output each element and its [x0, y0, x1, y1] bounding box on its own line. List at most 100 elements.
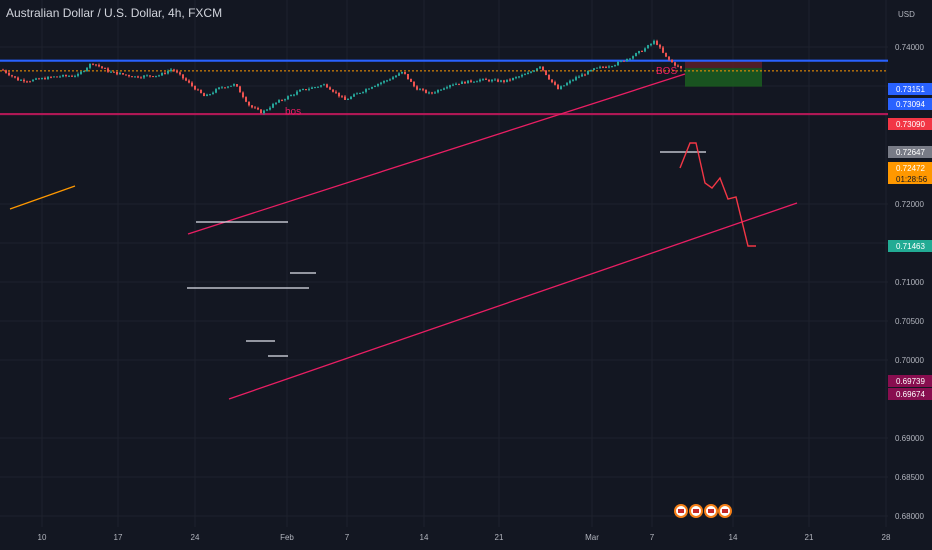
- candle-body: [296, 91, 298, 95]
- candle-body: [653, 40, 655, 44]
- candle-body: [383, 80, 385, 83]
- candle-body: [536, 68, 538, 71]
- candle-body: [290, 94, 292, 97]
- price-label-text: 0.73151: [896, 85, 925, 94]
- candle-body: [404, 71, 406, 74]
- candle-body: [620, 60, 622, 62]
- candle-body: [431, 92, 433, 94]
- candle-body: [392, 77, 394, 80]
- candle-body: [668, 56, 670, 60]
- candle-body: [83, 70, 85, 72]
- candle-body: [521, 74, 523, 77]
- candle-body: [14, 76, 16, 78]
- candle-body: [575, 77, 577, 80]
- candle-body: [23, 79, 25, 82]
- price-label-text: 0.71463: [896, 242, 925, 251]
- candle-body: [434, 92, 436, 94]
- symbol-title: Australian Dollar / U.S. Dollar, 4h, FXC…: [6, 6, 223, 20]
- y-tick-label: 0.70000: [895, 356, 924, 365]
- candle-body: [89, 63, 91, 68]
- candle-body: [224, 87, 226, 89]
- candle-body: [47, 76, 49, 80]
- candle-body: [95, 64, 97, 66]
- channel-upper-line: [187, 73, 686, 235]
- candle-body: [194, 85, 196, 90]
- candle-body: [599, 66, 601, 68]
- candle-body: [596, 67, 598, 69]
- candle-body: [191, 82, 193, 86]
- candle-body: [332, 89, 334, 92]
- candle-body: [260, 109, 262, 114]
- x-tick-label: 17: [114, 533, 123, 542]
- candle-body: [257, 108, 259, 110]
- candle-body: [236, 84, 238, 87]
- price-label-box: [888, 83, 932, 95]
- candle-body: [113, 71, 115, 73]
- candle-body: [503, 80, 505, 82]
- candle-body: [197, 89, 199, 91]
- candle-body: [497, 79, 499, 82]
- candle-body: [650, 43, 652, 46]
- candle-body: [146, 75, 148, 77]
- candle-body: [542, 66, 544, 71]
- candle-body: [188, 80, 190, 83]
- candle-body: [92, 63, 94, 65]
- candle-body: [245, 97, 247, 102]
- candle-body: [5, 70, 7, 73]
- price-label-box: [888, 375, 932, 387]
- candle-body: [395, 75, 397, 78]
- candle-body: [263, 110, 265, 114]
- candle-body: [326, 84, 328, 88]
- candle-body: [545, 70, 547, 75]
- candle-body: [173, 69, 175, 71]
- candle-body: [71, 75, 73, 77]
- candle-body: [311, 87, 313, 89]
- candle-body: [227, 86, 229, 88]
- x-tick-label: Feb: [280, 533, 294, 542]
- x-tick-label: 21: [495, 533, 504, 542]
- economic-events[interactable]: [674, 504, 732, 518]
- candle-body: [461, 81, 463, 85]
- candle-body: [104, 67, 106, 69]
- candle-body: [212, 92, 214, 95]
- price-axis[interactable]: 0.740000.735000.720000.715000.710000.705…: [888, 43, 932, 521]
- candle-body: [248, 101, 250, 106]
- candle-body: [389, 79, 391, 81]
- time-axis[interactable]: 10 17 24 Feb 7 14 21 Mar 7 14 21 28: [38, 533, 891, 542]
- candle-body: [317, 86, 319, 88]
- candle-body: [320, 85, 322, 87]
- candle-body: [473, 81, 475, 83]
- candle-body: [215, 89, 217, 93]
- candle-body: [251, 105, 253, 108]
- candle-body: [152, 76, 154, 78]
- candle-body: [62, 75, 64, 77]
- candle-body: [491, 79, 493, 82]
- candle-body: [38, 78, 40, 80]
- candle-body: [593, 68, 595, 71]
- price-label-text: 0.73090: [896, 120, 925, 129]
- candle-body: [452, 84, 454, 86]
- candle-body: [353, 94, 355, 97]
- y-tick-label: 0.72000: [895, 200, 924, 209]
- candle-body: [440, 89, 442, 91]
- candle-body: [293, 94, 295, 96]
- candle-body: [56, 76, 58, 78]
- candle-body: [134, 76, 136, 78]
- candle-body: [608, 66, 610, 68]
- x-tick-label: 14: [729, 533, 738, 542]
- currency-label: USD: [898, 10, 915, 19]
- candle-body: [512, 78, 514, 81]
- candle-body: [662, 47, 664, 53]
- candle-body: [137, 76, 139, 78]
- candle-body: [569, 80, 571, 84]
- candle-body: [323, 84, 325, 86]
- candle-body: [164, 73, 166, 75]
- candle-body: [110, 71, 112, 73]
- candle-body: [338, 92, 340, 97]
- candle-body: [368, 88, 370, 90]
- candle-body: [563, 85, 565, 87]
- event-flag-stripe: [693, 509, 699, 513]
- candle-body: [179, 72, 181, 75]
- candle-body: [524, 74, 526, 76]
